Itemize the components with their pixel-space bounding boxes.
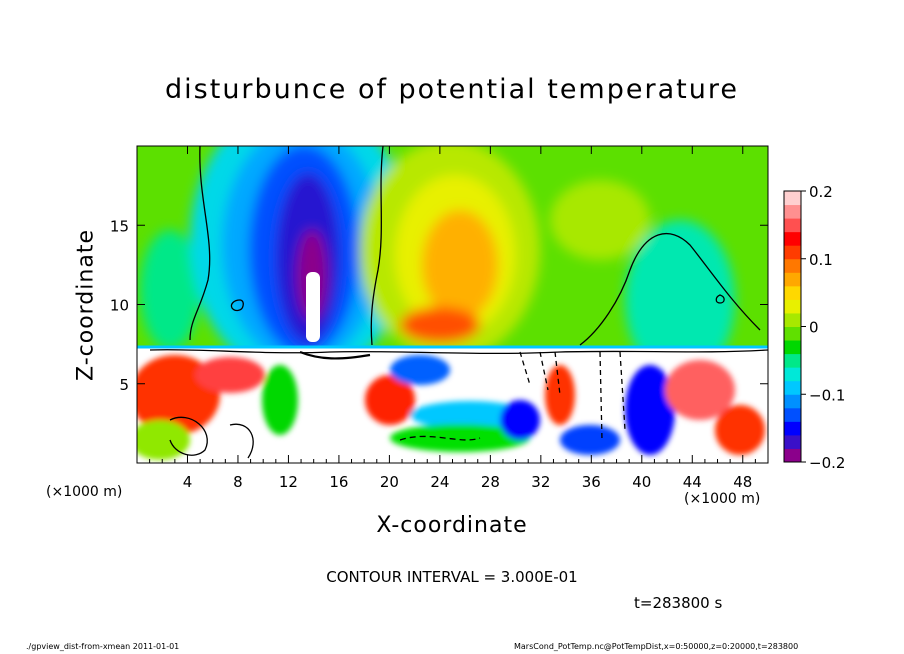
x-unit-right: (×1000 m) — [684, 491, 761, 507]
colorbar-tick-label: 0.1 — [809, 251, 833, 269]
colorbar: 0.2 0.1 0 −0.1 −0.2 — [783, 183, 845, 472]
colorbar-swatch — [784, 231, 801, 246]
colorbar-swatch — [784, 380, 801, 395]
colorbar-swatch — [784, 285, 801, 300]
x-tick-label: 28 — [481, 473, 500, 491]
contour-lines — [149, 146, 768, 459]
contour-interval: CONTOUR INTERVAL = 3.000E-01 — [326, 568, 578, 586]
colorbar-tick-label: −0.1 — [809, 386, 845, 404]
y-tick-label: 10 — [110, 297, 129, 315]
footer-left: ./gpview_dist-from-xmean 2011-01-01 — [26, 642, 180, 651]
colorbar-swatch — [784, 245, 801, 260]
colorbar-swatch — [784, 258, 801, 273]
colorbar-swatch — [784, 218, 801, 233]
colorbar-swatch — [784, 340, 801, 355]
x-tick-label: 44 — [683, 473, 702, 491]
colorbar-tick-label: 0.2 — [809, 183, 833, 201]
x-tick-label: 24 — [430, 473, 449, 491]
y-axis-label: Z-coordinate — [73, 229, 99, 381]
colorbar-swatch — [784, 394, 801, 409]
time-label: t=283800 s — [634, 594, 723, 612]
colorbar-swatch — [784, 448, 801, 463]
colorbar-swatch — [784, 204, 801, 219]
colorbar-swatch — [784, 367, 801, 382]
chart-title: disturbunce of potential temperature — [165, 74, 739, 105]
x-tick-label: 12 — [279, 473, 298, 491]
x-unit-left: (×1000 m) — [46, 484, 123, 500]
colorbar-swatch — [784, 272, 801, 287]
x-tick-label: 40 — [632, 473, 651, 491]
x-tick-label: 20 — [380, 473, 399, 491]
x-tick-label: 16 — [329, 473, 348, 491]
colorbar-swatch — [784, 326, 801, 341]
x-tick-label: 48 — [733, 473, 752, 491]
colorbar-swatch — [784, 299, 801, 314]
y-tick-label: 5 — [119, 376, 129, 394]
x-tick-label: 32 — [531, 473, 550, 491]
x-tick-label: 8 — [233, 473, 243, 491]
colorbar-swatch — [784, 421, 801, 436]
y-tick-label: 15 — [110, 217, 129, 235]
x-axis-label: X-coordinate — [376, 513, 528, 538]
colorbar-tick-label: 0 — [809, 319, 819, 337]
colorbar-swatch — [784, 191, 801, 206]
colorbar-swatch — [784, 312, 801, 327]
colorbar-swatch — [784, 434, 801, 449]
heatmap-field — [137, 146, 768, 463]
footer-right: MarsCond_PotTemp.nc@PotTempDist,x=0:5000… — [514, 642, 799, 651]
colorbar-swatch — [784, 407, 801, 422]
x-tick-label: 4 — [183, 473, 193, 491]
colorbar-tick-label: −0.2 — [809, 454, 845, 472]
x-tick-label: 36 — [582, 473, 601, 491]
colorbar-swatch — [784, 353, 801, 368]
